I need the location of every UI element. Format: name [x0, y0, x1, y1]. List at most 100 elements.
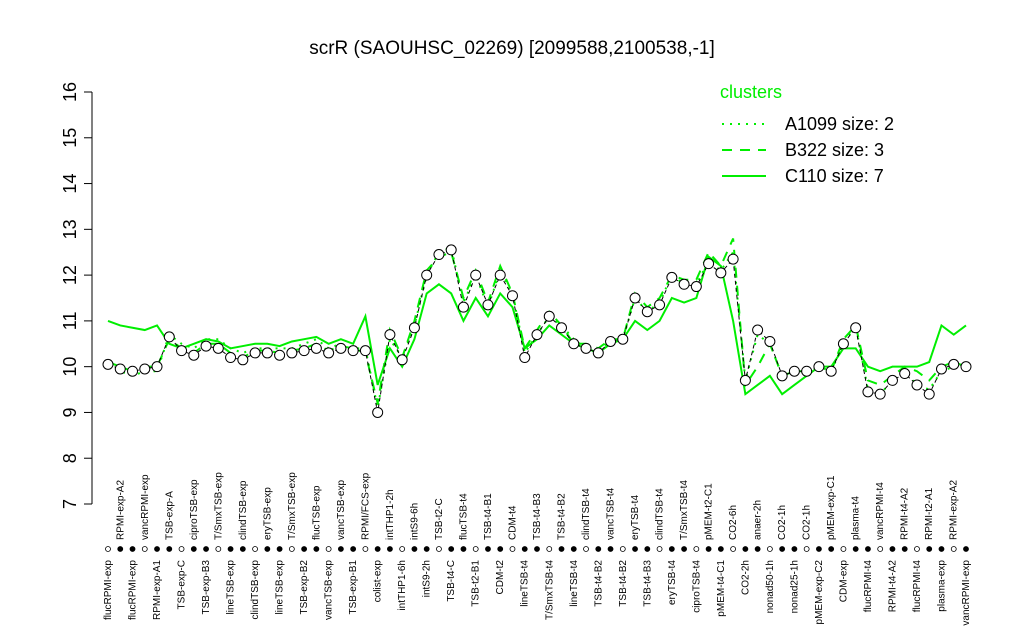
- x-tick-label: RPMI-t4-A2: [900, 487, 911, 540]
- point: [580, 342, 592, 354]
- x-tick-label: vancTSB-exp: [324, 560, 335, 620]
- point: [151, 361, 163, 373]
- x-tick-label: CO2-6h: [728, 505, 739, 540]
- strip-dot: [301, 546, 308, 552]
- strip-dot: [656, 546, 663, 552]
- point: [506, 290, 518, 302]
- x-tick-label: CO2-1h: [777, 505, 788, 540]
- point: [359, 345, 371, 357]
- strip-dot: [619, 546, 626, 552]
- strip-dot: [583, 546, 589, 552]
- x-tick-label: T/SmxTSB-exp: [213, 472, 224, 540]
- x-tick-label: pMEM-exp-C1: [826, 475, 837, 540]
- x-tick-label: ciproTSB-exp: [189, 479, 200, 540]
- x-tick-label: CO2-2h: [740, 560, 751, 595]
- strip-dot: [337, 546, 344, 552]
- point: [176, 345, 188, 357]
- x-tick-label: intTHP1-2h: [385, 489, 396, 540]
- x-tick-label: clindTSB-t4: [655, 488, 666, 540]
- point: [482, 299, 494, 311]
- x-tick-label: eryTSB-exp: [262, 487, 273, 540]
- x-tick-label: flucTSB-t4: [458, 493, 469, 540]
- x-tick-label: flucRPMI-t4: [912, 560, 923, 613]
- point: [519, 352, 531, 364]
- x-tick-label: TSB-t4-B2: [557, 493, 568, 540]
- point: [935, 363, 947, 375]
- x-tick-label: plasma-t4: [851, 496, 862, 540]
- strip-dot: [154, 546, 160, 552]
- point: [445, 244, 457, 256]
- point: [310, 342, 322, 354]
- x-tick-label: TSB-exp-A: [164, 491, 175, 540]
- strip-dot: [276, 546, 283, 552]
- point: [666, 271, 678, 283]
- cluster-line: [107, 246, 966, 409]
- strip-dot: [105, 546, 111, 552]
- x-tick-label: CDM-t4: [507, 505, 518, 540]
- x-tick-label: vancTSB-t4: [606, 487, 617, 540]
- x-tick-label: TSB-t4-B3: [532, 493, 543, 540]
- strip-dot: [681, 546, 687, 552]
- strip-dot: [399, 546, 406, 552]
- point: [960, 361, 972, 373]
- y-tick-label: 16: [60, 82, 80, 102]
- x-tick-label: clindTSB-t4: [581, 488, 592, 540]
- point: [494, 269, 506, 281]
- strip-dot: [227, 546, 234, 552]
- point: [408, 322, 420, 334]
- strip-dot: [215, 546, 222, 552]
- point: [237, 354, 249, 366]
- x-tick-label: TSB-t2-C: [434, 498, 445, 540]
- point: [776, 370, 788, 382]
- strip-dot: [730, 546, 737, 552]
- point: [384, 329, 396, 341]
- strip-dot: [607, 546, 614, 552]
- x-tick-label: lineTSB-exp: [226, 560, 237, 615]
- strip-dot: [791, 546, 798, 552]
- strip-dot: [693, 546, 700, 552]
- point: [188, 349, 200, 361]
- x-tick-label: intS9-2h: [422, 560, 433, 597]
- strip-dot: [362, 546, 369, 552]
- x-tick-label: TSB-t4-C: [446, 560, 457, 602]
- strip-dot: [129, 546, 136, 552]
- strip-dot: [239, 546, 246, 552]
- strip-dot: [926, 546, 933, 552]
- point: [874, 388, 886, 400]
- point: [825, 365, 837, 377]
- x-tick-label: colist-exp: [373, 560, 384, 603]
- point: [568, 338, 580, 350]
- strip-dot: [901, 546, 908, 552]
- strip-dot: [963, 546, 969, 552]
- strip-dot: [779, 546, 786, 552]
- x-tick-label: plasma-exp: [936, 560, 947, 612]
- y-tick-label: 11: [60, 312, 80, 331]
- point: [323, 347, 335, 359]
- strip-dot: [595, 546, 602, 552]
- strip-dot: [252, 546, 258, 552]
- point: [837, 338, 849, 350]
- strip-dot: [766, 546, 773, 552]
- point: [764, 335, 776, 347]
- point: [654, 299, 666, 311]
- strip-dot: [717, 546, 724, 552]
- point: [715, 267, 727, 279]
- point: [703, 258, 715, 270]
- point: [641, 306, 653, 318]
- x-tick-label: eryTSB-t4: [630, 495, 641, 540]
- strip-dot: [411, 546, 418, 552]
- strip-dot: [644, 546, 651, 552]
- y-tick-label: 9: [60, 407, 80, 417]
- strip-dot: [264, 546, 271, 552]
- strip-dot: [889, 546, 896, 552]
- strip-dot: [313, 546, 320, 552]
- x-tick-label: nonad25-1h: [789, 560, 800, 613]
- x-tick-label: vancRPMI-t4: [875, 482, 886, 540]
- x-tick-label: TSB-t4-B2: [593, 560, 604, 607]
- point: [727, 253, 739, 265]
- cluster-line: [107, 255, 967, 396]
- point: [249, 347, 261, 359]
- point: [617, 333, 629, 345]
- strip-dot: [938, 546, 945, 552]
- strip-dot: [203, 546, 209, 552]
